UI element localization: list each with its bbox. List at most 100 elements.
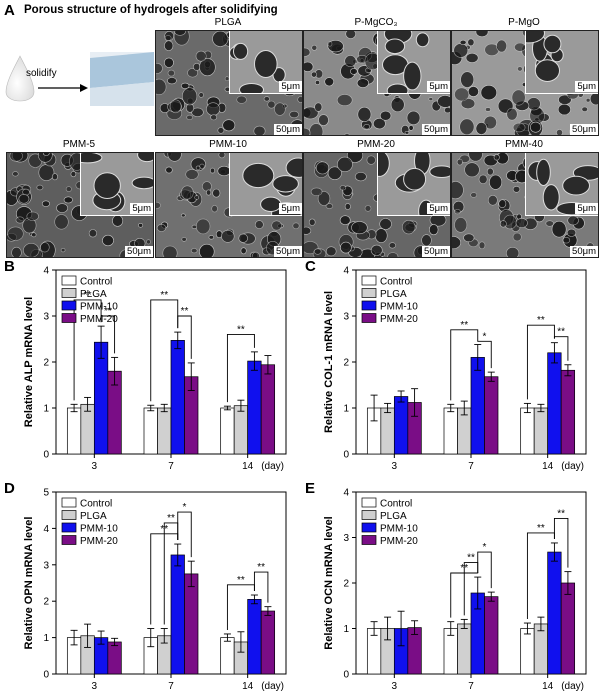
y-tick-label: 3	[43, 560, 49, 571]
scale-bar-50um: 50μm	[570, 246, 598, 257]
scale-bar-50um: 50μm	[422, 246, 450, 257]
bar	[380, 407, 395, 455]
x-tick-label: 14	[542, 461, 554, 472]
legend-label: PMM-10	[80, 524, 118, 535]
y-tick-label: 0	[43, 450, 49, 461]
y-axis-label: Relative OCN mRNA level	[323, 516, 335, 649]
x-unit-label: (day)	[561, 461, 584, 472]
significance-label: **	[181, 306, 189, 317]
y-tick-label: 0	[43, 670, 49, 681]
bar	[457, 623, 472, 675]
sem-inset-0: 5μm	[229, 31, 302, 94]
significance-label: *	[483, 542, 487, 553]
significance-bracket	[477, 340, 492, 369]
y-tick-label: 2	[343, 358, 349, 369]
solidify-label: solidify	[26, 68, 57, 79]
y-tick-label: 4	[43, 266, 49, 277]
sem-label-0: PLGA	[214, 17, 242, 28]
schematic-drawing	[5, 52, 154, 106]
sem-label-3: PMM-5	[62, 139, 96, 150]
scale-bar-5um: 5μm	[427, 81, 450, 92]
bar	[247, 360, 262, 455]
sem-image-5: 5μm 50μm	[303, 152, 451, 258]
bar	[184, 573, 199, 675]
bar	[260, 610, 276, 675]
legend-swatch	[61, 288, 77, 298]
legend-label: PLGA	[380, 511, 407, 522]
x-tick-label: 7	[468, 461, 474, 472]
legend-swatch	[61, 535, 77, 545]
alp-chart: 0 1 2 3 4 Relative ALP mRNA level ** ** ** ** ** 3 7…	[23, 266, 287, 472]
y-tick-label: 3	[343, 533, 349, 544]
bar	[520, 407, 535, 455]
significance-bracket	[226, 333, 255, 403]
sem-image-0: 5μm 50μm	[155, 30, 303, 136]
sem-image-3: 5μm 50μm	[6, 152, 154, 258]
legend-swatch	[61, 510, 77, 520]
bar	[80, 403, 95, 455]
significance-bracket	[477, 551, 492, 589]
bar	[560, 582, 576, 675]
significance-label: **	[237, 575, 245, 586]
significance-label: **	[460, 320, 468, 331]
legend-swatch	[361, 497, 377, 508]
scale-bar-5um: 5μm	[575, 203, 598, 214]
y-tick-label: 2	[43, 358, 49, 369]
sem-label-2: P-MgO	[508, 17, 540, 28]
x-tick-label: 7	[168, 461, 174, 472]
legend-label: PMM-20	[380, 536, 418, 547]
y-tick-label: 0	[343, 670, 349, 681]
significance-label: *	[483, 331, 487, 342]
legend-swatch	[361, 275, 377, 286]
bar	[533, 407, 549, 455]
legend-swatch	[61, 300, 77, 311]
scale-bar-50um: 50μm	[570, 124, 598, 135]
x-tick-label: 3	[92, 461, 98, 472]
legend-label: PLGA	[80, 511, 107, 522]
panel-d-letter: D	[4, 480, 15, 497]
sem-image-2: 5μm 50μm	[451, 30, 599, 136]
sem-inset-3: 5μm	[80, 153, 153, 216]
legend-swatch	[61, 275, 77, 286]
bar	[547, 352, 562, 455]
x-unit-label: (day)	[561, 681, 584, 692]
bar	[470, 357, 485, 455]
legend-swatch	[361, 313, 377, 323]
sem-label-5: PMM-20	[357, 139, 395, 150]
scale-bar-50um: 50μm	[274, 246, 302, 257]
y-tick-label: 1	[343, 624, 349, 635]
legend-label: PMM-10	[80, 302, 118, 313]
significance-bracket	[150, 299, 179, 402]
x-tick-label: 14	[242, 681, 254, 692]
scale-bar-50um: 50μm	[125, 246, 153, 257]
sem-inset-5: 5μm	[377, 153, 450, 216]
sem-label-6: PMM-40	[505, 139, 543, 150]
legend-swatch	[61, 313, 77, 323]
legend-swatch	[361, 288, 377, 298]
sem-label-4: PMM-10	[209, 139, 247, 150]
y-tick-label: 2	[43, 597, 49, 608]
x-tick-label: 7	[168, 681, 174, 692]
panel-b-letter: B	[4, 258, 15, 275]
significance-bracket	[177, 511, 192, 558]
y-axis-label: Relative ALP mRNA level	[23, 297, 35, 427]
sem-inset-2: 5μm	[525, 31, 598, 94]
y-tick-label: 3	[343, 312, 349, 323]
significance-bracket	[100, 315, 116, 354]
x-tick-label: 3	[92, 681, 98, 692]
significance-bracket	[553, 517, 569, 568]
y-axis-label: Relative OPN mRNA level	[23, 517, 35, 650]
x-tick-label: 14	[242, 461, 254, 472]
scale-bar-5um: 5μm	[427, 203, 450, 214]
y-tick-label: 5	[43, 488, 49, 499]
legend-label: Control	[380, 499, 412, 510]
sem-inset-6: 5μm	[525, 153, 598, 216]
sem-inset-1: 5μm	[377, 31, 450, 94]
scale-bar-5um: 5μm	[575, 81, 598, 92]
significance-bracket	[553, 336, 569, 361]
y-tick-label: 3	[43, 312, 49, 323]
significance-bracket	[177, 315, 192, 359]
significance-label: **	[467, 553, 475, 564]
